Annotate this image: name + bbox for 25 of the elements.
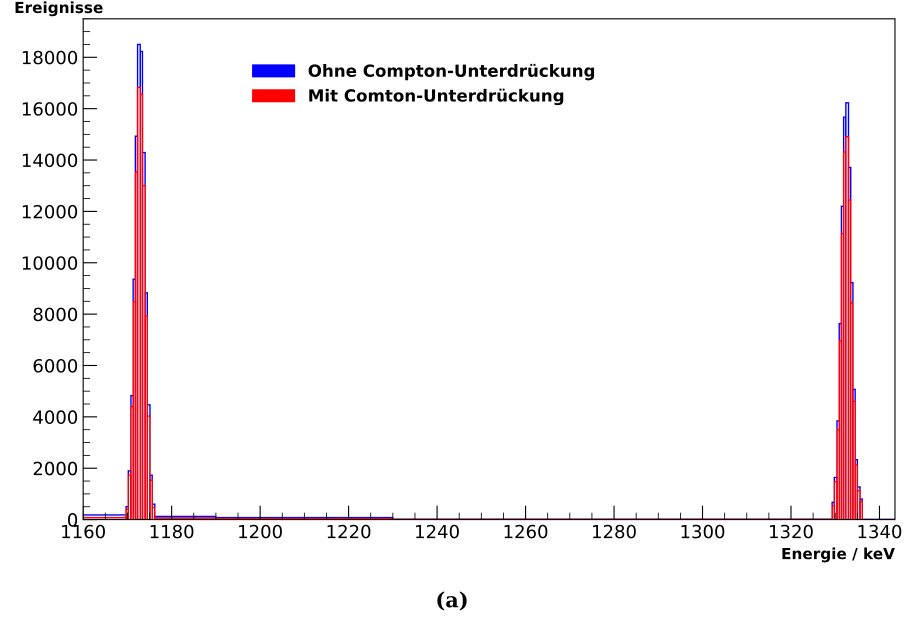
y-tick-label: 14000 bbox=[22, 153, 78, 168]
x-tick-label: 1260 bbox=[504, 524, 548, 538]
x-tick-label: 1200 bbox=[239, 524, 282, 538]
y-tick-label: 4000 bbox=[33, 410, 78, 424]
x-tick-label: 1160 bbox=[62, 524, 105, 538]
y-tick-label: 6000 bbox=[34, 358, 78, 373]
x-tick-label: 1280 bbox=[593, 524, 636, 538]
text: (a) bbox=[437, 591, 467, 610]
x-tick-label: 1300 bbox=[682, 524, 724, 538]
y-tick-label: 10000 bbox=[22, 256, 78, 270]
y-axis-title: Ereignisse bbox=[16, 1, 103, 16]
x-tick-label: 1240 bbox=[416, 524, 459, 538]
legend-label: Mit Comton-Unterdrückung bbox=[309, 88, 564, 106]
y-tick-label: 0 bbox=[68, 513, 78, 527]
legend-label: Ohne Compton-Unterdrückung bbox=[308, 64, 594, 80]
y-tick-label: 8000 bbox=[34, 308, 78, 322]
y-tick-label: 12000 bbox=[22, 204, 78, 219]
x-tick-label: 1320 bbox=[770, 524, 813, 538]
x-tick-label: 1180 bbox=[150, 524, 194, 538]
x-tick-label: 1220 bbox=[328, 524, 370, 538]
x-axis-title: Energie / keV bbox=[782, 547, 895, 562]
y-tick-label: 16000 bbox=[22, 102, 78, 116]
y-tick-label: 18000 bbox=[22, 50, 78, 64]
y-tick-label: 2000 bbox=[34, 462, 78, 476]
x-tick-label: 1340 bbox=[858, 524, 902, 538]
